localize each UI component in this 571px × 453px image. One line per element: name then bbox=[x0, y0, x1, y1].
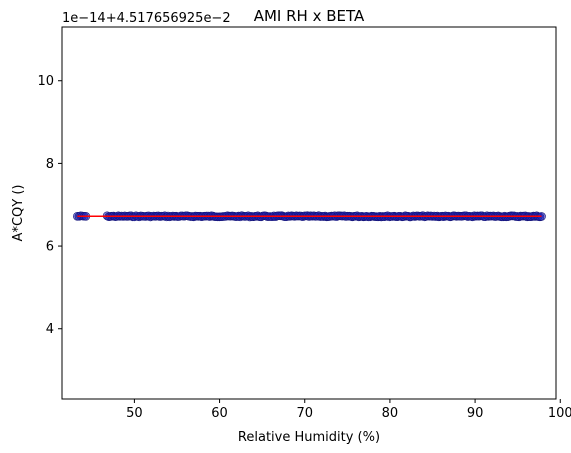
x-tick-label: 90 bbox=[467, 406, 484, 421]
x-tick-label: 100 bbox=[548, 406, 571, 421]
x-axis-ticks: 50 60 70 80 90 100 bbox=[126, 399, 571, 421]
y-tick-label: 6 bbox=[46, 240, 54, 255]
y-tick-label: 8 bbox=[46, 157, 54, 172]
x-tick-label: 60 bbox=[211, 406, 228, 421]
y-offset-label: 1e−14+4.517656925e−2 bbox=[62, 11, 231, 26]
y-axis-label: A*CQY () bbox=[11, 185, 26, 242]
y-tick-label: 10 bbox=[37, 74, 54, 89]
x-tick-label: 80 bbox=[382, 406, 399, 421]
y-axis-ticks: 4 6 8 10 bbox=[37, 74, 62, 337]
x-axis-label: Relative Humidity (%) bbox=[238, 430, 380, 445]
y-tick-label: 4 bbox=[46, 322, 54, 337]
plot-frame bbox=[61, 26, 557, 400]
x-tick-label: 50 bbox=[126, 406, 143, 421]
chart-title: AMI RH x BETA bbox=[254, 7, 365, 25]
x-tick-label: 70 bbox=[296, 406, 313, 421]
